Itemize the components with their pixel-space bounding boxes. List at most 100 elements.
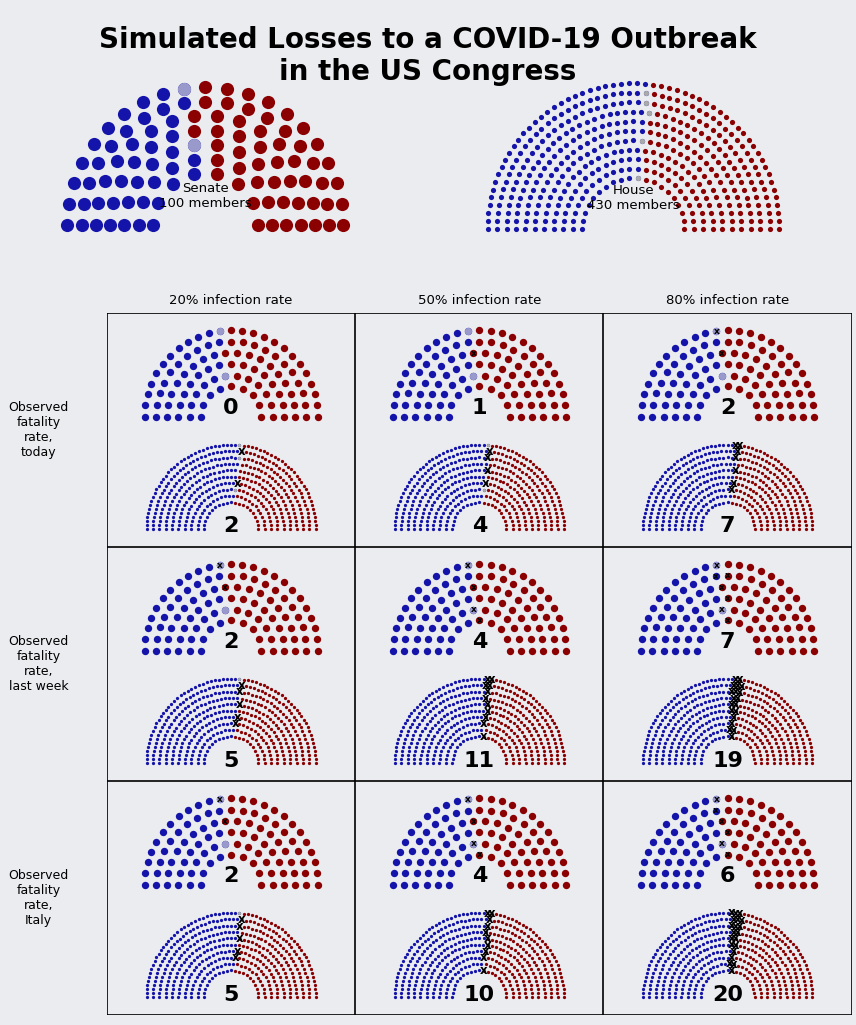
Point <box>233 703 247 720</box>
Point <box>671 712 685 729</box>
Point <box>287 397 300 413</box>
Point <box>776 486 789 502</box>
Point <box>152 985 166 1001</box>
Point <box>742 495 756 511</box>
Point <box>196 631 210 648</box>
Point <box>158 493 172 509</box>
Text: x: x <box>734 445 742 458</box>
Point <box>276 340 290 357</box>
Point <box>698 361 711 377</box>
Point <box>758 484 771 500</box>
Point <box>432 721 446 737</box>
Point <box>292 470 306 487</box>
Point <box>403 953 417 970</box>
Point <box>169 933 183 949</box>
Point <box>136 94 150 111</box>
Point <box>715 709 728 726</box>
Point <box>401 723 415 739</box>
Point <box>297 727 311 743</box>
Point <box>768 620 782 637</box>
Point <box>505 512 519 529</box>
Point <box>141 739 155 755</box>
Point <box>289 751 303 768</box>
Point <box>514 704 527 721</box>
Point <box>544 977 557 993</box>
Point <box>170 690 184 706</box>
Point <box>522 973 536 989</box>
Point <box>468 937 482 953</box>
Point <box>550 989 564 1006</box>
Point <box>253 953 267 970</box>
Point <box>767 985 781 1001</box>
Point <box>396 504 410 521</box>
Point <box>521 197 535 213</box>
Point <box>634 409 648 425</box>
Point <box>549 953 562 970</box>
Point <box>148 504 162 521</box>
Point <box>785 876 799 893</box>
Text: x: x <box>726 957 734 971</box>
Point <box>153 723 167 739</box>
Point <box>667 496 681 512</box>
Point <box>253 819 266 835</box>
Point <box>204 687 217 703</box>
Point <box>247 723 261 739</box>
Point <box>276 482 290 498</box>
Point <box>803 969 817 985</box>
Point <box>467 602 480 618</box>
Point <box>452 439 466 455</box>
Point <box>255 917 269 934</box>
Point <box>685 205 698 221</box>
Text: x: x <box>486 913 494 927</box>
Point <box>691 463 704 480</box>
Point <box>468 482 482 498</box>
Point <box>188 693 202 709</box>
Point <box>755 501 769 518</box>
Point <box>295 512 309 529</box>
Point <box>753 221 767 238</box>
Point <box>262 467 276 484</box>
Point <box>704 451 718 467</box>
Point <box>137 110 151 126</box>
Point <box>712 437 726 453</box>
Point <box>408 409 422 425</box>
Point <box>637 747 651 764</box>
Point <box>792 512 805 529</box>
Point <box>764 706 778 723</box>
Point <box>795 481 809 497</box>
Point <box>603 116 616 132</box>
Point <box>268 739 282 755</box>
Point <box>716 937 730 953</box>
Point <box>421 630 435 647</box>
Point <box>710 957 724 974</box>
Point <box>746 138 760 155</box>
Point <box>249 674 263 691</box>
Point <box>538 493 552 509</box>
Point <box>490 371 503 387</box>
Point <box>667 731 681 747</box>
Point <box>284 854 298 870</box>
Point <box>679 713 693 730</box>
Point <box>511 358 525 374</box>
Point <box>239 477 253 493</box>
Point <box>543 942 556 958</box>
Point <box>218 690 232 706</box>
Point <box>770 735 783 751</box>
Point <box>752 479 765 495</box>
Point <box>681 397 695 413</box>
Text: x: x <box>725 850 730 859</box>
Point <box>468 696 482 712</box>
Point <box>224 557 238 573</box>
Point <box>666 375 680 392</box>
Point <box>739 493 752 509</box>
Point <box>733 615 746 631</box>
Point <box>796 969 810 985</box>
Point <box>675 934 688 950</box>
Point <box>186 477 199 493</box>
Point <box>146 156 159 172</box>
Point <box>204 941 217 957</box>
Point <box>663 702 677 719</box>
Point <box>698 948 712 965</box>
Point <box>548 643 562 659</box>
Point <box>727 723 740 739</box>
